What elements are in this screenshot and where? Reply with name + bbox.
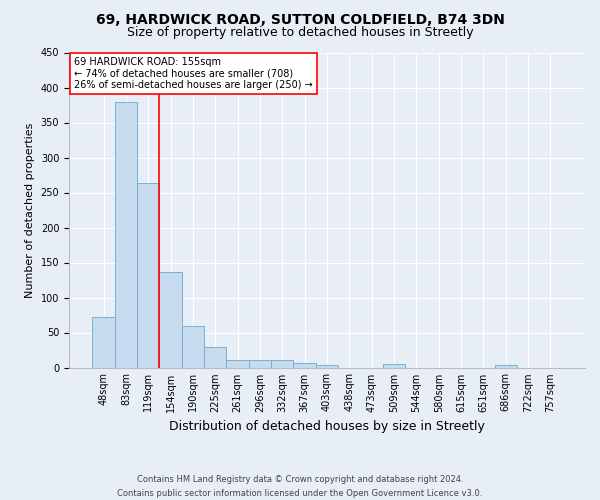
Bar bbox=[92, 317, 115, 368]
Bar bbox=[293, 364, 316, 368]
Bar bbox=[160, 272, 182, 368]
Bar bbox=[271, 360, 293, 368]
Bar bbox=[115, 102, 137, 368]
X-axis label: Distribution of detached houses by size in Streetly: Distribution of detached houses by size … bbox=[169, 420, 485, 433]
Bar bbox=[182, 326, 204, 368]
Bar bbox=[204, 346, 226, 368]
Text: 69 HARDWICK ROAD: 155sqm
← 74% of detached houses are smaller (708)
26% of semi-: 69 HARDWICK ROAD: 155sqm ← 74% of detach… bbox=[74, 57, 313, 90]
Y-axis label: Number of detached properties: Number of detached properties bbox=[25, 122, 35, 298]
Bar bbox=[249, 360, 271, 368]
Bar bbox=[137, 184, 160, 368]
Bar bbox=[226, 360, 249, 368]
Bar bbox=[383, 364, 405, 368]
Text: 69, HARDWICK ROAD, SUTTON COLDFIELD, B74 3DN: 69, HARDWICK ROAD, SUTTON COLDFIELD, B74… bbox=[95, 12, 505, 26]
Text: Size of property relative to detached houses in Streetly: Size of property relative to detached ho… bbox=[127, 26, 473, 39]
Bar bbox=[316, 364, 338, 368]
Text: Contains HM Land Registry data © Crown copyright and database right 2024.
Contai: Contains HM Land Registry data © Crown c… bbox=[118, 476, 482, 498]
Bar bbox=[494, 364, 517, 368]
